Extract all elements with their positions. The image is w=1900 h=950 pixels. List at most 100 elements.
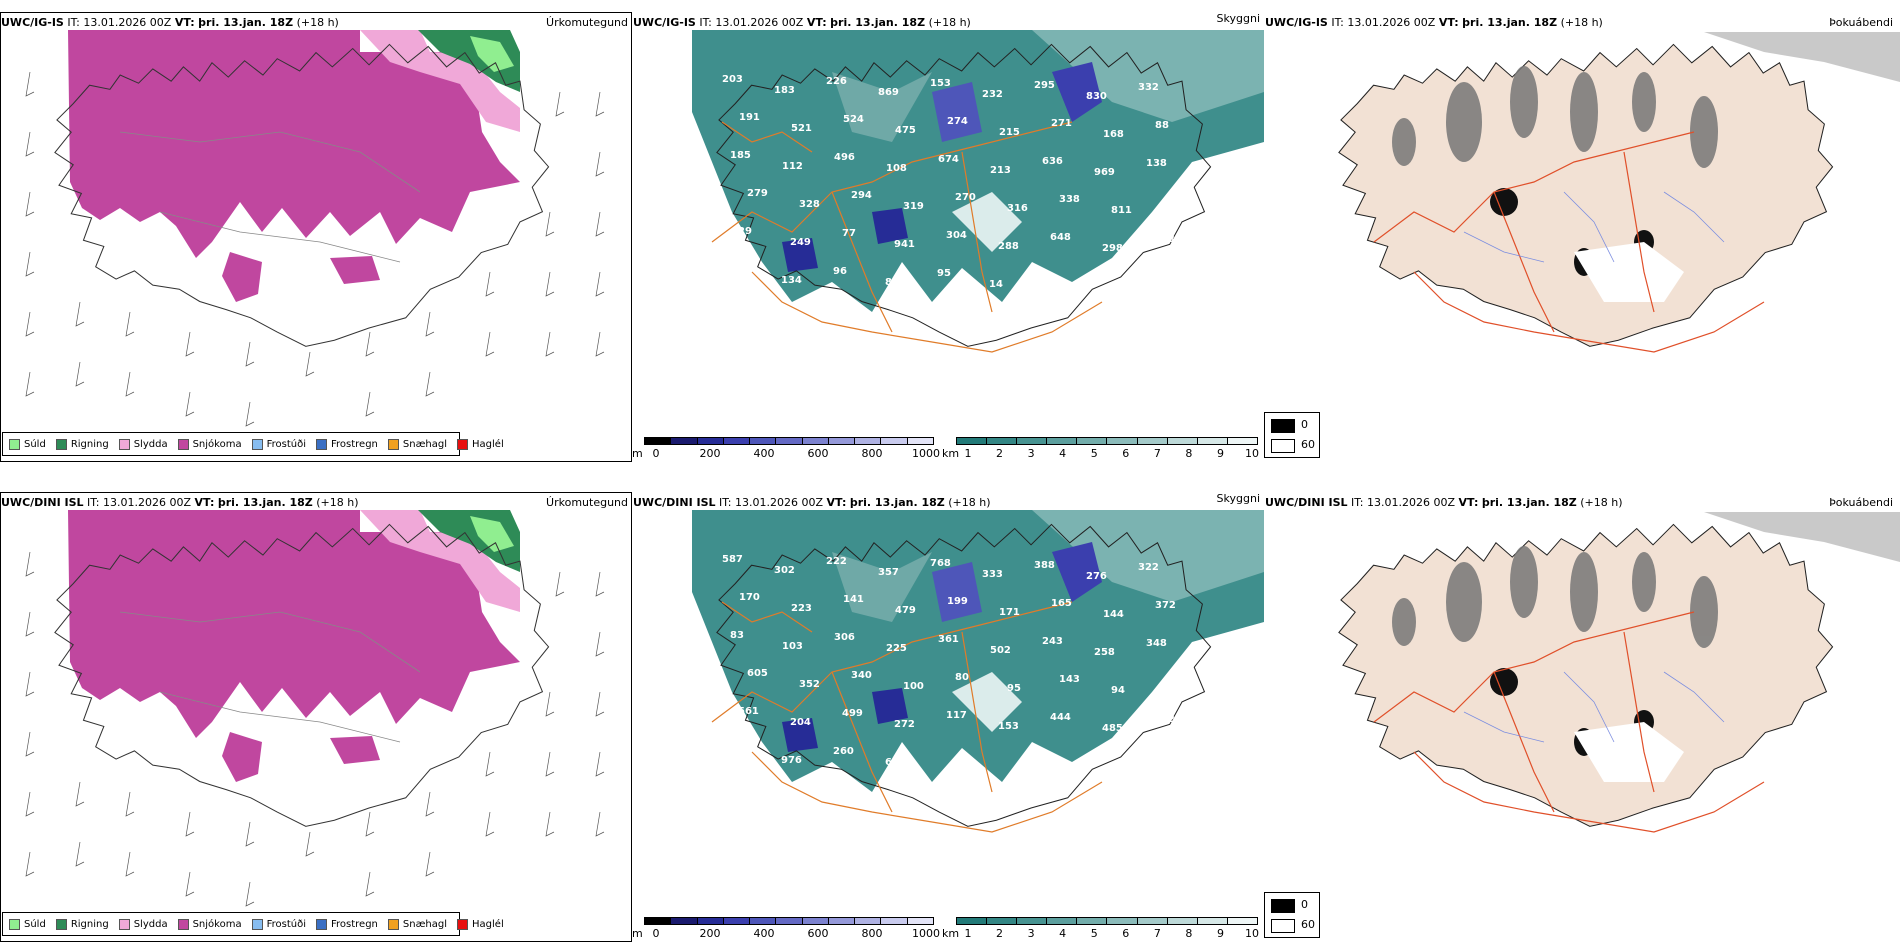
ceiling-value-label: 225 — [886, 643, 907, 654]
panel-title: Þokuábendi — [1829, 496, 1893, 509]
ceiling-value-label: 332 — [1138, 82, 1159, 93]
colorbar-cell — [1017, 438, 1048, 444]
ceiling-value-label: 283 — [1154, 234, 1175, 245]
model-name: UWC/DINI ISL — [1, 496, 84, 509]
legend-item: Rigning — [55, 438, 109, 450]
ceiling-value-label: 80 — [885, 277, 899, 288]
lead-time: (+18 h) — [296, 16, 339, 29]
legend-swatch — [251, 438, 263, 450]
colorbar-tick: 7 — [1153, 927, 1161, 940]
colorbar-tick: 9 — [1216, 927, 1224, 940]
ceiling-value-label: 340 — [851, 670, 872, 681]
panel-header: UWC/DINI ISL IT: 13.01.2026 00Z VT: þri.… — [1265, 494, 1898, 512]
ceiling-value-label: 232 — [1154, 714, 1175, 725]
ceiling-value-label: 117 — [946, 710, 967, 721]
colorbar-cells — [644, 917, 934, 925]
legend-label: Rigning — [70, 918, 109, 930]
colorbar-tick: 200 — [699, 927, 721, 940]
ceiling-value-label: 14 — [989, 279, 1003, 290]
ceiling-value-label: 183 — [774, 85, 795, 96]
legend-label: Frostúði — [266, 438, 306, 450]
colorbar-cell — [671, 438, 698, 444]
ceiling-value-label: 103 — [782, 641, 803, 652]
colorbar-cell — [1167, 438, 1198, 444]
legend-label: Frostregn — [331, 918, 378, 930]
colorbar-cell — [645, 918, 672, 924]
model-name: UWC/IG-IS — [1, 16, 64, 29]
colorbar-cell — [907, 918, 933, 924]
ceiling-value-label: 485 — [1102, 723, 1123, 734]
ceiling-value-label: 319 — [903, 201, 924, 212]
ceiling-value-label: 77 — [842, 228, 856, 239]
ceiling-value-label: 524 — [843, 114, 864, 125]
fog-legend-swatch-dark — [1271, 899, 1295, 913]
clouds-panel-row1: 203 183 226 869 153 232 295 830 332 191 521 524 475 2… — [632, 12, 1264, 462]
colorbar-tick: 3 — [1027, 927, 1035, 940]
ceiling-value-label: 357 — [878, 567, 899, 578]
colorbar-tick: 10 — [1245, 927, 1259, 940]
ceiling-value-label: 243 — [1042, 636, 1063, 647]
panel-header: UWC/DINI ISL IT: 13.01.2026 00Z VT: þri.… — [1, 494, 630, 512]
init-time: 13.01.2026 00Z — [103, 496, 192, 509]
fog-legend: 0 60 — [1264, 412, 1320, 458]
ceiling-colorbar: m 0 200 400 600 800 1000 — [632, 437, 940, 461]
panel-title: Úrkomutegund — [546, 496, 628, 509]
colorbar-cell — [697, 438, 724, 444]
panel-header: UWC/IG-IS IT: 13.01.2026 00Z VT: þri. 13… — [1265, 14, 1898, 32]
panel-title: Skyggni — [1216, 494, 1260, 505]
precip-map-row1 — [0, 12, 632, 462]
legend-item: Frostregn — [316, 438, 378, 450]
fog-panel-row2: UWC/DINI ISL IT: 13.01.2026 00Z VT: þri.… — [1264, 492, 1900, 942]
ceiling-value-label: 499 — [842, 708, 863, 719]
ceiling-value-label: 294 — [851, 190, 872, 201]
legend-label: Slydda — [133, 918, 168, 930]
colorbar-tick: 7 — [1153, 447, 1161, 460]
ceiling-value-label: 869 — [878, 87, 899, 98]
colorbar-cell — [987, 918, 1018, 924]
colorbar-cell — [828, 438, 856, 444]
ceiling-value-label: 352 — [799, 679, 820, 690]
ceiling-value-label: 83 — [730, 630, 744, 641]
colorbar-tick: 4 — [1059, 447, 1067, 460]
colorbar-tick: 1 — [964, 447, 972, 460]
ceiling-value-label: 249 — [790, 237, 811, 248]
legend-label: Snæhagl — [402, 918, 448, 930]
legend-item: Frostúði — [251, 438, 306, 450]
precip-map-row2 — [0, 492, 632, 942]
ceiling-value-label: 444 — [1050, 712, 1071, 723]
panel-header: UWC/DINI ISL IT: 13.01.2026 00Z VT: þri.… — [633, 494, 1262, 512]
colorbar-tick: 2 — [996, 927, 1004, 940]
ceiling-value-label: 213 — [990, 165, 1011, 176]
colorbar-cell — [723, 438, 751, 444]
colorbar-cell — [1167, 918, 1198, 924]
colorbar-cell — [1047, 918, 1078, 924]
ceiling-value-label: 491 — [1163, 676, 1184, 687]
ceiling-value-label: 636 — [1042, 156, 1063, 167]
colorbar-tick: 1 — [964, 927, 972, 940]
legend-swatch — [316, 438, 327, 450]
colorbar-cells — [956, 437, 1258, 445]
colorbar-cell — [671, 918, 698, 924]
legend-item: Frostregn — [316, 918, 378, 930]
ceiling-value-label: 260 — [833, 746, 854, 757]
colorbar-cell — [1017, 918, 1048, 924]
legend-label: Rigning — [70, 438, 109, 450]
ceiling-value-label: 96 — [833, 266, 847, 277]
lead-time: (+18 h) — [316, 496, 359, 509]
legend-swatch — [9, 918, 20, 930]
ceiling-value-label: 338 — [1059, 194, 1080, 205]
legend-swatch — [118, 438, 130, 450]
ceiling-value-label: 171 — [999, 607, 1020, 618]
legend-label: Súld — [24, 918, 46, 930]
colorbar-cell — [776, 438, 803, 444]
colorbar-tick: 8 — [1185, 447, 1193, 460]
init-time: 13.01.2026 00Z — [83, 16, 172, 29]
ceiling-value-label: 348 — [1146, 638, 1167, 649]
ceiling-colorbar: m 0 200 400 600 800 1000 — [632, 917, 940, 941]
colorbar-tick: 8 — [1185, 927, 1193, 940]
legend-swatch — [118, 918, 130, 930]
ceiling-value-label: 388 — [1034, 560, 1055, 571]
colorbar-cell — [1077, 918, 1108, 924]
ceiling-value-label: 95 — [937, 268, 951, 279]
legend-label: Slydda — [133, 438, 168, 450]
